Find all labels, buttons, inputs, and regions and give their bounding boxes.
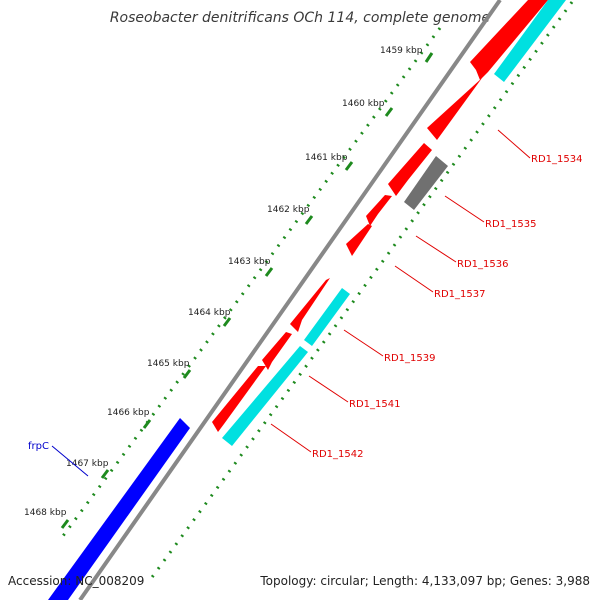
gene-label[interactable]: RD1_1537: [434, 289, 485, 300]
scale-tick: [424, 52, 434, 63]
frpC-label-line: [51, 445, 89, 477]
label-line: [308, 375, 349, 403]
scale-label: 1468 kbp: [24, 508, 67, 518]
gene-label[interactable]: RD1_1542: [312, 449, 363, 460]
scale-tick: [60, 519, 70, 529]
scale-label: 1467 kbp: [66, 459, 109, 469]
gene-arrow[interactable]: [346, 224, 372, 256]
gene-arrow[interactable]: [470, 0, 548, 80]
scale-tick: [142, 419, 152, 429]
gene-arrow[interactable]: [388, 143, 432, 196]
genome-backbone: [78, 0, 502, 600]
gene-arrow-grey[interactable]: [404, 156, 448, 210]
gc-track-outer: [58, 27, 442, 541]
gene-label[interactable]: RD1_1539: [384, 353, 435, 364]
scale-ticks: [60, 52, 434, 529]
label-line: [444, 195, 485, 223]
gene-labels: RD1_1534 RD1_1535 RD1_1536 RD1_1537 RD1_…: [312, 154, 582, 460]
frpC-gene-arrow[interactable]: [48, 418, 190, 600]
gene-label[interactable]: RD1_1541: [349, 399, 400, 410]
scale-tick: [100, 469, 110, 479]
scale-label: 1459 kbp: [380, 46, 423, 56]
scale-tick: [222, 317, 232, 327]
gene-arrow[interactable]: [366, 195, 392, 226]
scale-label: 1460 kbp: [342, 99, 385, 109]
scale-label: 1466 kbp: [107, 408, 150, 418]
scale-tick: [304, 215, 314, 225]
label-line: [270, 423, 312, 453]
scale-label: 1464 kbp: [188, 308, 231, 318]
gene-label[interactable]: RD1_1534: [531, 154, 582, 165]
frpC-label[interactable]: frpC: [28, 441, 49, 452]
label-line: [343, 329, 384, 357]
map-title: Roseobacter denitrificans OCh 114, compl…: [110, 10, 490, 26]
scale-labels: 1459 kbp 1460 kbp 1461 kbp 1462 kbp 1463…: [24, 46, 423, 518]
gc-track-inner: [148, 1, 574, 581]
gene-label[interactable]: RD1_1535: [485, 219, 536, 230]
scale-label: 1461 kbp: [305, 153, 348, 163]
reverse-strand-genes: [222, 0, 566, 446]
gene-arrow[interactable]: [222, 346, 308, 446]
forward-strand-genes: [212, 0, 548, 432]
label-line: [415, 235, 457, 263]
scale-tick: [182, 369, 192, 379]
label-line: [497, 129, 531, 159]
label-line: [394, 265, 434, 293]
gene-arrow[interactable]: [290, 278, 330, 332]
scale-tick: [384, 107, 394, 117]
gene-arrow[interactable]: [212, 366, 266, 432]
gene-arrow[interactable]: [494, 0, 566, 82]
topology-text: Topology: circular; Length: 4,133,097 bp…: [260, 574, 590, 588]
scale-label: 1463 kbp: [228, 257, 271, 267]
gene-arrow[interactable]: [304, 288, 350, 346]
accession-text: Accession: NC_008209: [8, 574, 145, 588]
scale-label: 1462 kbp: [267, 205, 310, 215]
scale-tick: [264, 267, 274, 277]
gene-arrow[interactable]: [427, 78, 482, 140]
scale-tick: [344, 161, 354, 171]
gene-label[interactable]: RD1_1536: [457, 259, 508, 270]
gene-label-lines: [270, 129, 531, 453]
gene-arrow[interactable]: [262, 332, 292, 370]
scale-label: 1465 kbp: [147, 359, 190, 369]
